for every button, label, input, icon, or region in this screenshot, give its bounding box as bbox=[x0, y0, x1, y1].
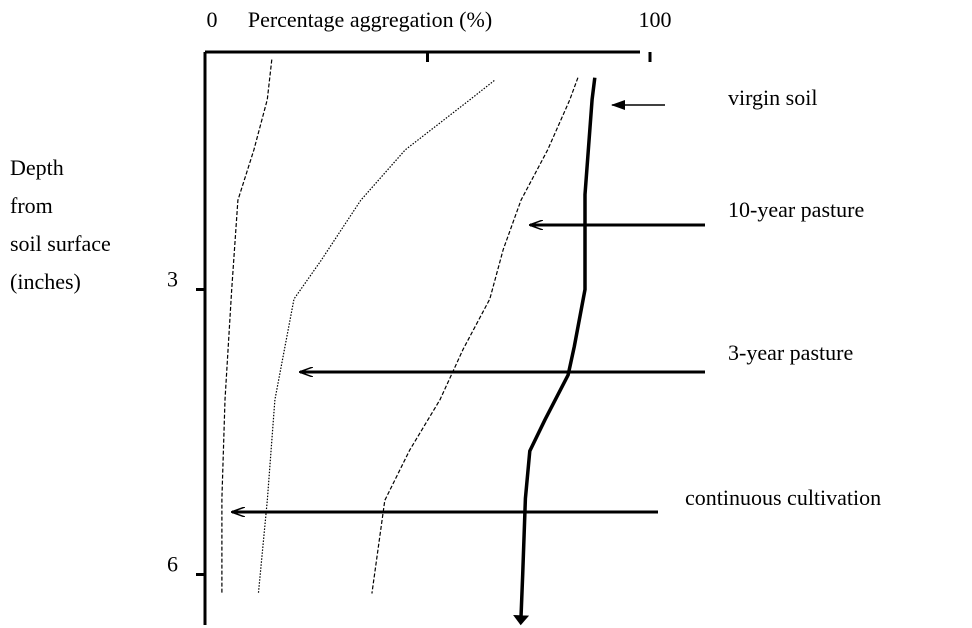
y-axis-label: from bbox=[10, 193, 53, 218]
series-line bbox=[221, 59, 273, 594]
x-tick-label: 0 bbox=[207, 7, 218, 32]
x-tick-label: 100 bbox=[639, 7, 672, 32]
series-line bbox=[371, 77, 579, 594]
series-line bbox=[513, 77, 597, 626]
y-tick-label: 3 bbox=[167, 267, 178, 292]
x-axis-label: Percentage aggregation (%) bbox=[248, 7, 492, 32]
y-axis-label: (inches) bbox=[10, 269, 81, 294]
series-label: 3-year pasture bbox=[728, 340, 853, 365]
y-axis-label: Depth bbox=[10, 155, 64, 180]
y-axis-label: soil surface bbox=[10, 231, 111, 256]
y-tick-label: 6 bbox=[167, 552, 178, 577]
series-label: continuous cultivation bbox=[685, 485, 881, 510]
series-line bbox=[257, 80, 495, 594]
series-label: 10-year pasture bbox=[728, 197, 864, 222]
series-label: virgin soil bbox=[728, 85, 817, 110]
